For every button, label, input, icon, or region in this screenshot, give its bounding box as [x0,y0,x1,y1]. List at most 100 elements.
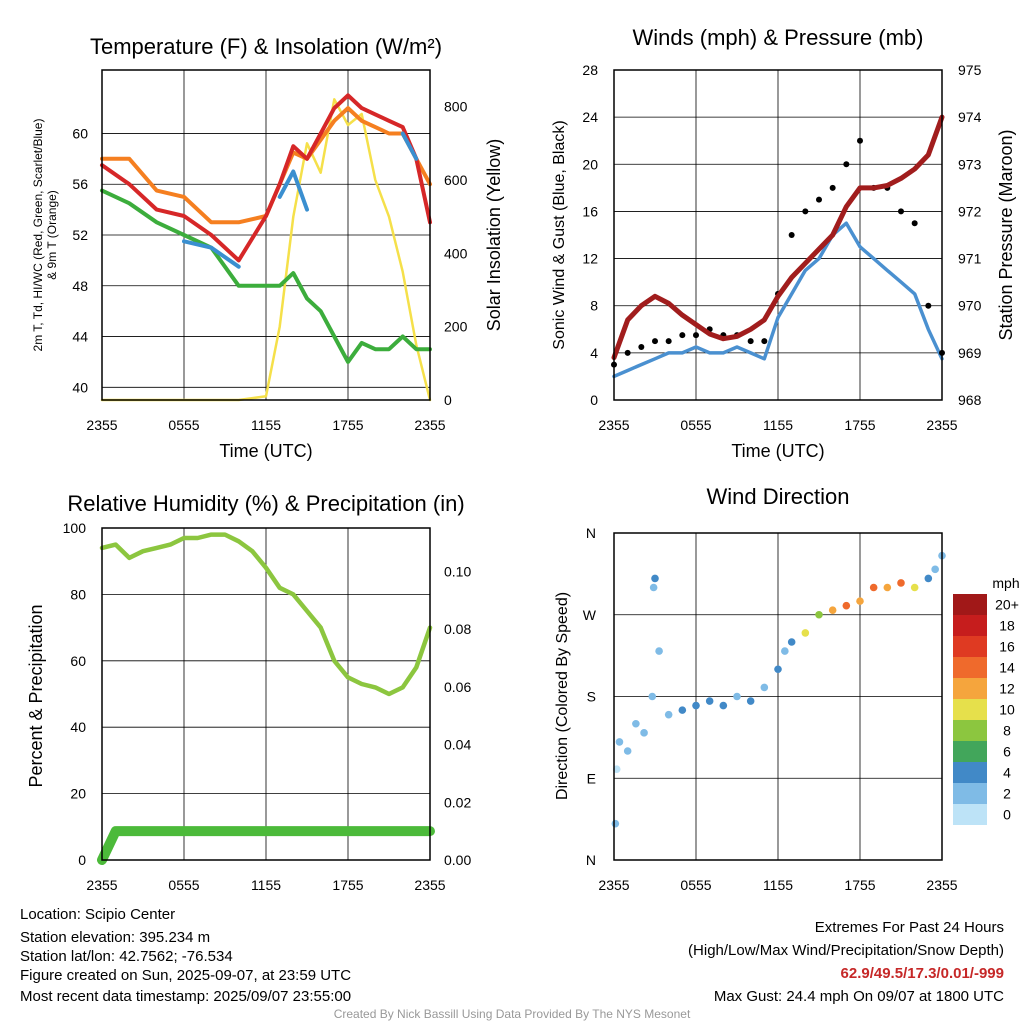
left-tick-label: 44 [72,329,88,345]
humidity-x-ticks: 2355 0555 1155 1755 2355 [86,877,445,893]
x-tick-label: 2355 [926,417,957,433]
x-tick-label: 2355 [598,877,629,893]
right-tick-label: 970 [958,298,982,314]
direction-point [612,765,621,773]
legend-label: 0 [1003,807,1011,823]
left-tick-label: 20 [70,786,86,802]
x-tick-label: 1755 [332,417,363,433]
x-tick-label: 2355 [926,877,957,893]
direction-point [623,747,632,755]
left-tick-label: 20 [582,156,598,172]
left-tick-label: 40 [70,719,86,735]
direction-point [842,601,851,610]
direction-point [931,565,939,574]
direction-point [632,719,640,728]
legend-label: 8 [1003,723,1011,739]
direction-point [883,583,892,592]
wind-ylabel-left: Sonic Wind & Gust (Blue, Black) [551,120,568,349]
legend-color-box [953,804,987,825]
direction-point [910,583,919,592]
legend-label: 6 [1003,744,1011,760]
direction-point [611,819,620,828]
direction-grid [613,532,943,861]
extremes-values: 62.9/49.5/17.3/0.01/-999 [840,965,1004,982]
humidity-title: Relative Humidity (%) & Precipitation (i… [67,491,464,516]
left-tick-label: 28 [582,62,598,78]
legend-color-box [953,636,987,657]
direction-ylabel-left: Direction (Colored By Speed) [554,592,571,800]
gust-point [816,196,822,203]
legend-label: 14 [999,660,1015,676]
temperature-title: Temperature (F) & Insolation (W/m²) [90,34,442,59]
right-tick-label: 800 [444,99,468,115]
temperature-ylabel-left-1: 2m T, Td, HI/WC (Red, Green, Scarlet/Blu… [31,119,45,352]
legend-unit: mph [992,575,1019,591]
direction-point [801,629,810,637]
x-tick-label: 1155 [763,877,793,893]
legend-color-box [953,741,987,762]
gust-point [802,208,809,215]
wind-left-ticks: 0 4 8 12 16 20 24 28 [582,62,598,408]
gust-point [679,332,686,339]
legend-label: 18 [999,618,1015,634]
legend-color-box [953,762,987,783]
right-tick-label: 973 [958,156,982,172]
direction-point [664,710,673,719]
temperature-series-line [100,93,432,263]
gust-point [693,332,699,339]
direction-point [655,647,663,655]
extremes-title: Extremes For Past 24 Hours [814,919,1004,936]
x-tick-label: 2355 [598,417,629,433]
right-tick-label: 971 [958,251,982,267]
direction-tick-label: E [587,770,596,786]
x-tick-label: 2355 [414,417,445,433]
direction-point [815,610,823,619]
direction-point [651,574,659,583]
direction-panel: Wind Direction 2355 0555 1155 1755 2355 N E S W… [554,484,1020,893]
x-tick-label: 2355 [86,417,117,433]
gust-point [857,137,863,144]
right-tick-label: 0.10 [444,563,471,579]
footer-location: Location: Scipio Center [20,906,176,923]
right-tick-label: 972 [958,203,982,219]
precipitation-line [97,826,435,865]
direction-point [828,606,837,615]
gust-point [747,338,754,345]
humidity-line [99,532,433,697]
left-tick-label: 40 [72,379,88,395]
gust-point [638,343,645,350]
direction-left-ticks: N E S W N [583,525,597,868]
humidity-ylabel-left: Percent & Precipitation [26,604,46,787]
gust-point [788,232,795,238]
right-tick-label: 969 [958,345,982,361]
humidity-grid [101,527,431,861]
wind-plot-frame [613,69,943,401]
direction-point [869,583,878,592]
direction-point [760,683,769,692]
x-tick-label: 1755 [844,417,875,433]
direction-point [774,665,782,674]
right-tick-label: 400 [444,245,468,261]
left-tick-label: 0 [78,852,86,868]
direction-x-ticks: 2355 0555 1155 1755 2355 [598,877,957,893]
humidity-right-ticks: 0.00 0.02 0.04 0.06 0.08 0.10 [444,563,471,868]
right-tick-label: 0.00 [444,852,471,868]
legend-color-box [953,615,987,636]
legend-label: 16 [999,639,1015,655]
direction-point [746,697,755,705]
left-tick-label: 52 [72,227,88,243]
left-tick-label: 60 [72,125,88,141]
right-tick-label: 0.08 [444,621,471,637]
temperature-x-ticks: 2355 0555 1155 1755 2355 [86,417,445,433]
temperature-xlabel: Time (UTC) [219,441,312,461]
left-tick-label: 24 [582,109,598,125]
direction-point [640,729,648,737]
right-tick-label: 0.06 [444,679,471,695]
legend-label: 10 [999,702,1015,718]
wind-right-ticks: 968 969 970 971 972 973 974 975 [958,62,982,408]
right-tick-label: 968 [958,392,982,408]
x-tick-label: 0555 [680,417,711,433]
gust-point [843,161,850,168]
right-tick-label: 0.04 [444,737,471,753]
x-tick-label: 1755 [844,877,875,893]
